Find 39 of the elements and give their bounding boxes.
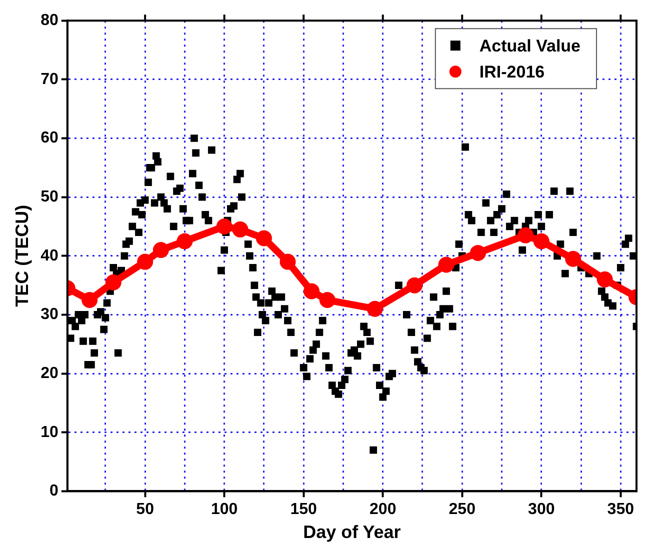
y-tick-label: 0 xyxy=(49,482,58,500)
x-tick-label: 50 xyxy=(136,501,154,518)
point xyxy=(533,233,550,250)
point xyxy=(518,227,534,244)
y-tick-label: 10 xyxy=(40,424,58,441)
y-axis-title: TEC (TECU) xyxy=(12,204,32,307)
point xyxy=(82,292,98,308)
point xyxy=(438,256,454,273)
y-tick-label: 80 xyxy=(40,12,58,30)
y-tick-label: 50 xyxy=(40,188,58,206)
y-tick-label: 30 xyxy=(40,306,58,324)
x-tick-label: 100 xyxy=(210,501,238,518)
point xyxy=(366,300,383,317)
point xyxy=(256,230,272,246)
point xyxy=(176,233,193,250)
x-tick-label: 300 xyxy=(528,501,555,518)
legend-label: Actual Value xyxy=(479,36,581,56)
point xyxy=(105,274,122,290)
point xyxy=(304,283,320,300)
legend-label: IRI-2016 xyxy=(479,62,545,82)
y-tick-label: 70 xyxy=(40,70,58,88)
x-tick-label: 250 xyxy=(448,501,476,518)
point xyxy=(216,218,232,234)
point xyxy=(470,244,486,261)
point xyxy=(565,250,582,267)
x-tick-label: 200 xyxy=(370,501,396,518)
x-axis-title: Day of Year xyxy=(303,522,401,542)
point xyxy=(280,254,296,270)
y-tick-label: 20 xyxy=(40,364,58,382)
x-tick-label: 150 xyxy=(290,501,318,518)
point xyxy=(152,242,169,258)
y-tick-label: 40 xyxy=(40,247,58,264)
y-tick-label: 60 xyxy=(40,130,58,147)
point xyxy=(319,292,336,308)
x-tick-label: 350 xyxy=(607,501,634,518)
point xyxy=(232,221,248,238)
point xyxy=(137,254,154,270)
point xyxy=(406,277,423,294)
point xyxy=(596,271,613,288)
